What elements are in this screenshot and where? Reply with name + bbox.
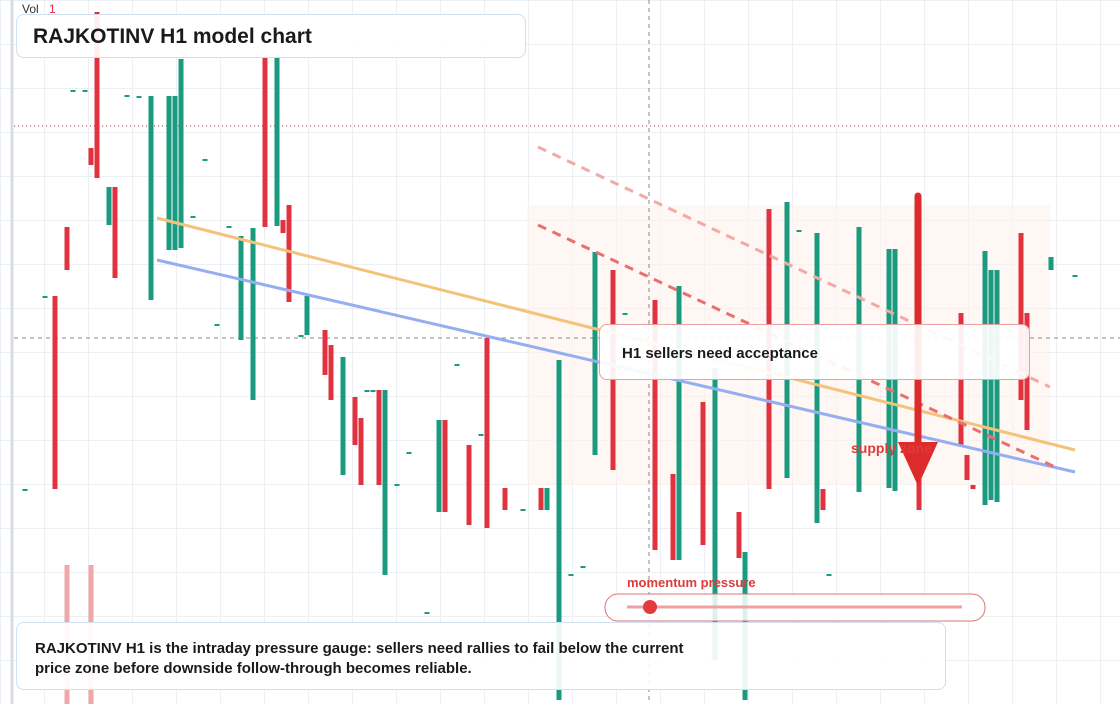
candle-body [250, 228, 256, 400]
candle-body [736, 512, 742, 558]
gauge-thumb [643, 600, 657, 614]
candle-body [520, 509, 526, 511]
candle-body [88, 148, 94, 165]
candle-body [394, 484, 400, 486]
title-box: RAJKOTINV H1 model chart [16, 14, 526, 58]
zone-label: supply zone [851, 440, 932, 456]
candle-body [670, 474, 676, 560]
candle-body [328, 345, 334, 400]
candle-body [64, 227, 70, 270]
candle-body [214, 324, 220, 326]
candle-body [502, 488, 508, 510]
candle-body [42, 296, 48, 298]
candle-body [124, 95, 130, 97]
chart-title: RAJKOTINV H1 model chart [33, 25, 312, 48]
candle-body [820, 489, 826, 510]
candle-body [556, 360, 562, 700]
candle-body [166, 96, 172, 250]
note-text: RAJKOTINV H1 is the intraday pressure ga… [35, 640, 684, 677]
candle-body [178, 59, 184, 248]
candle-body [112, 187, 118, 278]
candle-body [322, 330, 328, 375]
gauge-label: momentum pressure [627, 575, 756, 590]
candle-body [280, 220, 286, 233]
candle-body [826, 574, 832, 576]
candle-body [1048, 257, 1054, 270]
candle-body [676, 286, 682, 560]
candle-body [568, 574, 574, 576]
candle-body [622, 313, 628, 315]
candle-body [1018, 233, 1024, 400]
candle-body [226, 226, 232, 228]
candle-body [700, 402, 706, 545]
candle-body [406, 452, 412, 454]
candle-body [988, 270, 994, 500]
candle-body [22, 489, 28, 491]
candle-body [538, 488, 544, 510]
candle-body [304, 296, 310, 335]
candle-body [580, 566, 586, 568]
candle-body [136, 96, 142, 98]
candle-body [1072, 275, 1078, 277]
candle-body [712, 368, 718, 660]
callout-text: H1 sellers need acceptance [622, 345, 818, 362]
candle-body [364, 390, 370, 392]
candle-body [70, 90, 76, 92]
note-box: RAJKOTINV H1 is the intraday pressure ga… [16, 622, 946, 690]
candle-body [478, 434, 484, 436]
candle-body [202, 159, 208, 161]
candle-body [376, 390, 382, 485]
candle-body [238, 236, 244, 340]
candle-body [190, 216, 196, 218]
candle-body [172, 96, 178, 250]
candle-body [382, 390, 388, 575]
candle-body [436, 420, 442, 512]
candle-body [286, 205, 292, 302]
candle-body [148, 96, 154, 300]
candle-body [52, 296, 58, 489]
candle-body [82, 90, 88, 92]
candle-body [352, 397, 358, 445]
candle-body [592, 252, 598, 455]
candle-body [796, 230, 802, 232]
candle-body [652, 300, 658, 550]
candle-body [274, 57, 280, 226]
candle-body [466, 445, 472, 525]
candle-body [484, 338, 490, 528]
candle-body [370, 390, 376, 392]
candle-body [424, 612, 430, 614]
candle-body [106, 187, 112, 225]
candle-body [358, 418, 364, 485]
volume-label: Vol [22, 2, 39, 16]
volume-count: 1 [49, 2, 56, 16]
supply-arrow-head [898, 442, 938, 486]
callout: H1 sellers need acceptance [599, 324, 1030, 380]
candle-body [544, 488, 550, 510]
candle-body [454, 364, 460, 366]
candle-body [94, 12, 100, 178]
candle-body [340, 357, 346, 475]
candle-body [964, 455, 970, 480]
candle-body [262, 57, 268, 227]
candle-body [994, 270, 1000, 502]
candle-body [970, 485, 976, 489]
candle-body [442, 420, 448, 512]
candle-body [298, 335, 304, 337]
